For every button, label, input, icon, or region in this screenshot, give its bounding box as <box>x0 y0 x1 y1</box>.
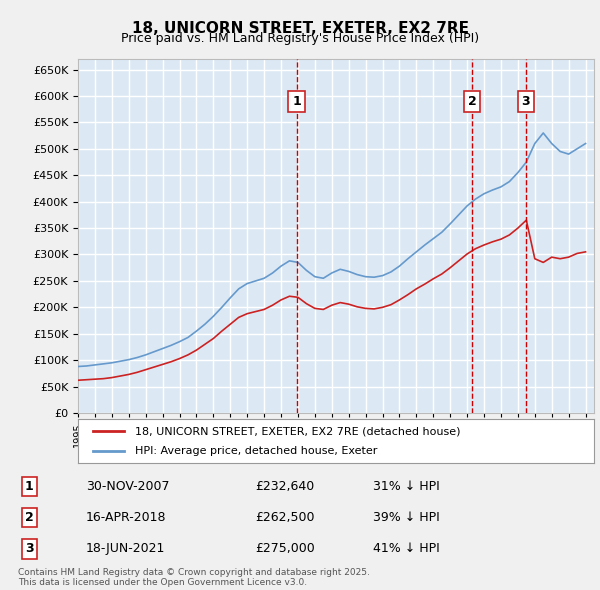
Text: 30-NOV-2007: 30-NOV-2007 <box>86 480 169 493</box>
Text: 41% ↓ HPI: 41% ↓ HPI <box>373 542 440 555</box>
Text: 39% ↓ HPI: 39% ↓ HPI <box>373 511 440 525</box>
Text: 1: 1 <box>292 95 301 108</box>
Text: 3: 3 <box>25 542 34 555</box>
Text: 16-APR-2018: 16-APR-2018 <box>86 511 166 525</box>
Text: 2: 2 <box>25 511 34 525</box>
Text: £275,000: £275,000 <box>255 542 314 555</box>
Text: Price paid vs. HM Land Registry's House Price Index (HPI): Price paid vs. HM Land Registry's House … <box>121 32 479 45</box>
Text: 18-JUN-2021: 18-JUN-2021 <box>86 542 165 555</box>
Text: 3: 3 <box>521 95 530 108</box>
Text: £232,640: £232,640 <box>255 480 314 493</box>
Text: Contains HM Land Registry data © Crown copyright and database right 2025.
This d: Contains HM Land Registry data © Crown c… <box>18 568 370 587</box>
Text: 18, UNICORN STREET, EXETER, EX2 7RE: 18, UNICORN STREET, EXETER, EX2 7RE <box>131 21 469 35</box>
Text: 1: 1 <box>25 480 34 493</box>
Text: 31% ↓ HPI: 31% ↓ HPI <box>373 480 440 493</box>
Text: 2: 2 <box>467 95 476 108</box>
Text: £262,500: £262,500 <box>255 511 314 525</box>
Text: HPI: Average price, detached house, Exeter: HPI: Average price, detached house, Exet… <box>135 446 377 455</box>
Text: 18, UNICORN STREET, EXETER, EX2 7RE (detached house): 18, UNICORN STREET, EXETER, EX2 7RE (det… <box>135 427 460 436</box>
